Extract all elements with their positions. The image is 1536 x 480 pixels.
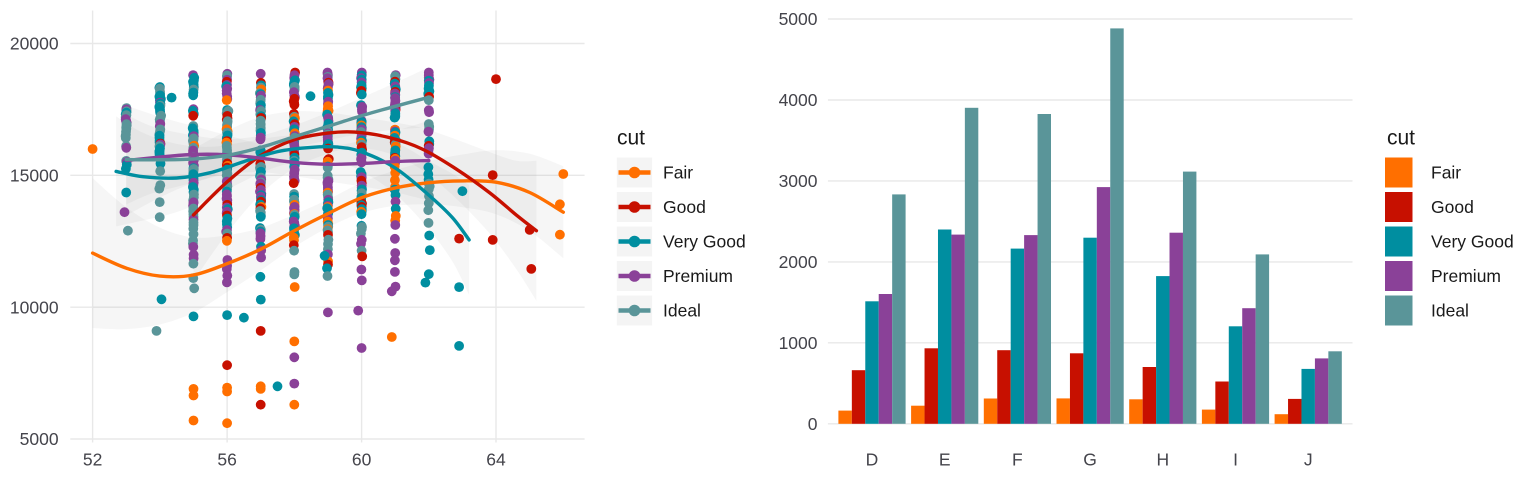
svg-text:F: F bbox=[1012, 449, 1023, 469]
svg-text:Ideal: Ideal bbox=[1431, 301, 1469, 321]
svg-text:Premium: Premium bbox=[663, 266, 733, 286]
svg-text:56: 56 bbox=[217, 449, 236, 469]
svg-text:10000: 10000 bbox=[10, 297, 59, 317]
svg-text:5000: 5000 bbox=[779, 9, 818, 29]
svg-text:15000: 15000 bbox=[10, 166, 59, 186]
svg-text:I: I bbox=[1233, 449, 1238, 469]
svg-text:D: D bbox=[866, 449, 879, 469]
svg-text:Ideal: Ideal bbox=[663, 301, 701, 321]
svg-text:E: E bbox=[939, 449, 951, 469]
svg-text:Fair: Fair bbox=[1431, 163, 1461, 183]
svg-text:60: 60 bbox=[352, 449, 372, 469]
svg-text:20000: 20000 bbox=[10, 34, 59, 54]
svg-text:64: 64 bbox=[486, 449, 506, 469]
svg-text:J: J bbox=[1304, 449, 1313, 469]
svg-text:Very Good: Very Good bbox=[1431, 232, 1514, 252]
svg-text:Very Good: Very Good bbox=[663, 232, 746, 252]
svg-text:1000: 1000 bbox=[779, 333, 818, 353]
svg-text:cut: cut bbox=[1387, 127, 1415, 150]
svg-text:cut: cut bbox=[617, 127, 645, 150]
svg-text:52: 52 bbox=[83, 449, 102, 469]
svg-text:0: 0 bbox=[808, 414, 818, 434]
svg-text:3000: 3000 bbox=[779, 171, 818, 191]
svg-text:Fair: Fair bbox=[663, 163, 693, 183]
svg-text:H: H bbox=[1156, 449, 1169, 469]
svg-text:2000: 2000 bbox=[779, 252, 818, 272]
svg-text:Good: Good bbox=[1431, 197, 1474, 217]
svg-text:Premium: Premium bbox=[1431, 266, 1501, 286]
svg-text:G: G bbox=[1083, 449, 1097, 469]
svg-text:4000: 4000 bbox=[779, 90, 818, 110]
svg-text:5000: 5000 bbox=[20, 429, 59, 449]
svg-text:Good: Good bbox=[663, 197, 706, 217]
